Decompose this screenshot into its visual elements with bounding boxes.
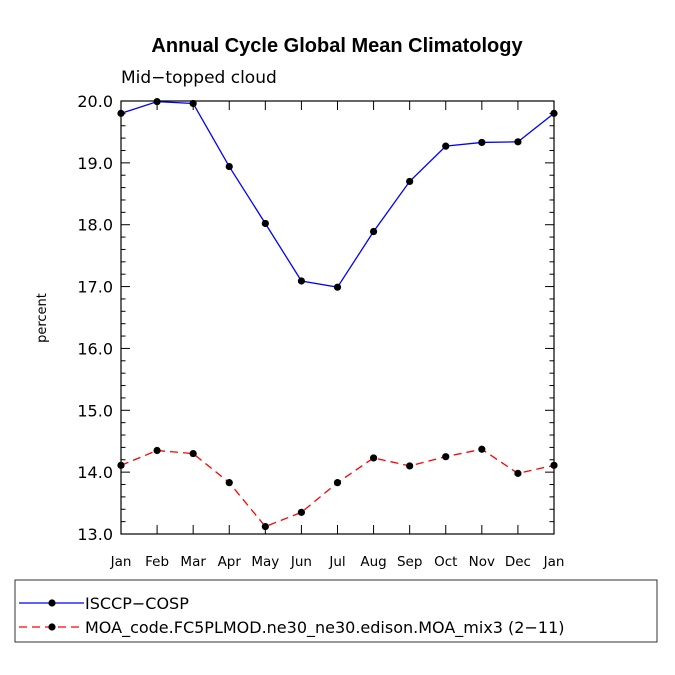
legend-label: ISCCP−COSP bbox=[85, 594, 189, 613]
y-tick-label: 13.0 bbox=[77, 525, 113, 544]
x-tick-label: May bbox=[251, 554, 279, 570]
chart-subtitle: Mid−topped cloud bbox=[121, 68, 277, 88]
legend-marker bbox=[48, 599, 56, 607]
y-tick-label: 18.0 bbox=[77, 216, 113, 235]
legend-marker bbox=[48, 623, 56, 631]
series-layer bbox=[117, 98, 558, 531]
chart-title: Annual Cycle Global Mean Climatology bbox=[151, 35, 523, 57]
y-tick-label: 19.0 bbox=[77, 154, 113, 173]
data-point bbox=[406, 462, 414, 470]
y-axis-label: percent bbox=[35, 293, 50, 343]
x-tick-label: Feb bbox=[145, 554, 169, 570]
data-point bbox=[189, 449, 197, 458]
data-point bbox=[189, 99, 197, 108]
legend-label: MOA_code.FC5PLMOD.ne30_ne30.edison.MOA_m… bbox=[85, 618, 564, 638]
axis-ticks bbox=[120, 100, 555, 535]
data-point bbox=[297, 277, 306, 285]
y-tick-label: 15.0 bbox=[77, 401, 113, 420]
x-tick-label: Dec bbox=[505, 554, 531, 570]
legend-item: MOA_code.FC5PLMOD.ne30_ne30.edison.MOA_m… bbox=[19, 618, 564, 638]
data-point bbox=[153, 446, 161, 455]
y-tick-label: 14.0 bbox=[77, 463, 113, 482]
data-point bbox=[514, 469, 522, 477]
series-line bbox=[120, 100, 555, 288]
data-point bbox=[478, 138, 486, 147]
x-tick-label: Jan bbox=[110, 554, 132, 570]
data-point bbox=[225, 479, 233, 487]
y-tick-label: 16.0 bbox=[77, 339, 113, 358]
data-point bbox=[442, 142, 450, 150]
x-tick-label: Sep bbox=[397, 554, 422, 570]
x-tick-label: Oct bbox=[434, 554, 457, 570]
data-point bbox=[153, 98, 161, 106]
data-point bbox=[442, 453, 450, 461]
x-tick-label: Jun bbox=[290, 554, 312, 570]
x-tick-labels: Jan Feb Mar Apr May Jun Jul Aug Sep Oct Nov Dec Jan bbox=[110, 554, 565, 570]
data-point bbox=[261, 219, 269, 228]
x-tick-label: Aug bbox=[360, 554, 386, 570]
y-tick-label: 17.0 bbox=[77, 278, 113, 297]
data-point bbox=[333, 479, 342, 487]
x-tick-label: Jul bbox=[328, 554, 345, 570]
data-point bbox=[478, 445, 486, 453]
y-tick-labels: 13.0 14.0 15.0 16.0 17.0 18.0 19.0 20.0 bbox=[77, 92, 113, 544]
x-tick-label: Mar bbox=[180, 554, 206, 570]
legend: ISCCP−COSP MOA_code.FC5PLMOD.ne30_ne30.ed… bbox=[14, 579, 658, 643]
legend-items: ISCCP−COSP MOA_code.FC5PLMOD.ne30_ne30.ed… bbox=[19, 594, 564, 638]
data-point bbox=[369, 454, 378, 462]
plot-frame bbox=[120, 100, 555, 535]
legend-item: ISCCP−COSP bbox=[19, 594, 189, 613]
data-point bbox=[333, 283, 342, 291]
data-point bbox=[406, 177, 414, 186]
x-tick-label: Nov bbox=[469, 554, 495, 570]
legend-box bbox=[14, 579, 658, 643]
series-line bbox=[120, 448, 555, 528]
data-point bbox=[514, 138, 522, 146]
x-tick-label: Apr bbox=[218, 554, 242, 570]
data-point bbox=[225, 162, 233, 171]
data-point bbox=[261, 522, 269, 531]
data-point bbox=[369, 227, 378, 236]
series-2 bbox=[117, 445, 558, 531]
x-tick-label: Jan bbox=[543, 554, 565, 570]
series-1 bbox=[117, 98, 558, 291]
data-point bbox=[297, 508, 306, 516]
y-tick-label: 20.0 bbox=[77, 92, 113, 111]
